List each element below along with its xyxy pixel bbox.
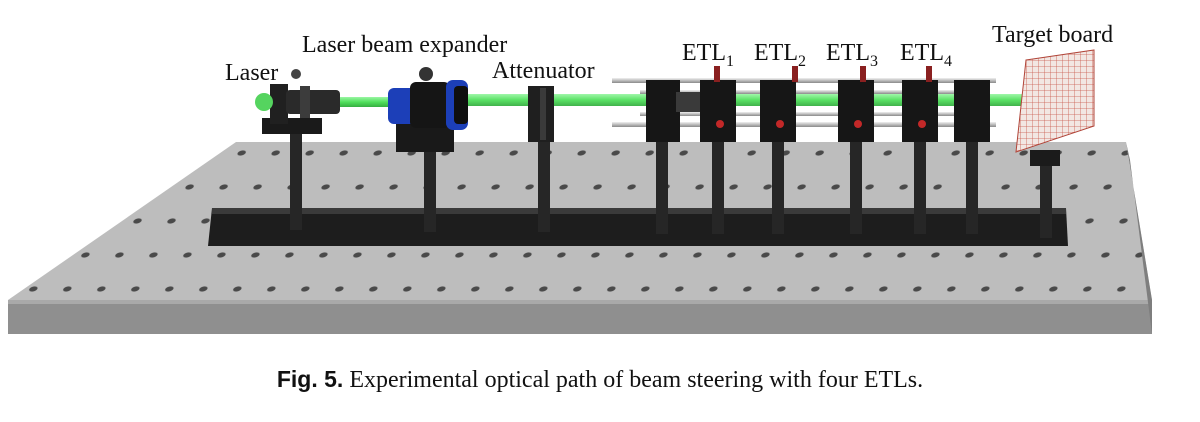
posts [290,130,1052,238]
label-attenuator: Attenuator [492,58,595,84]
cage-rods [612,78,996,127]
caption-text: Experimental optical path of beam steeri… [349,367,924,393]
laser [255,69,340,134]
label-etl1: ETL1 [682,40,734,70]
figure-caption: Fig. 5. Experimental optical path of bea… [0,366,1200,394]
etl-mounts [646,66,990,142]
label-etl2: ETL2 [754,40,806,70]
label-etl3: ETL3 [826,40,878,70]
label-etl4: ETL4 [900,40,952,70]
figure-number: Fig. 5. [276,366,344,392]
label-laser: Laser [225,60,278,86]
label-laser-beam-expander: Laser beam expander [302,32,507,58]
table-front [8,300,1152,334]
target-board [1015,49,1095,166]
component-labels: Laser Laser beam expander Attenuator ETL… [225,22,1113,86]
laser-beam-expander [388,67,468,152]
label-target-board: Target board [992,22,1113,48]
base-rail [208,208,1068,246]
attenuator [528,86,554,142]
